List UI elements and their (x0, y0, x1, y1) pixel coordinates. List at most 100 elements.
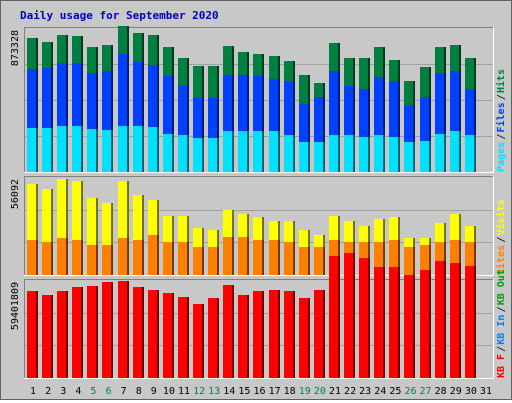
sites-bar (223, 237, 232, 275)
pages-bar (389, 137, 398, 172)
files-bar (344, 86, 353, 172)
kb-f-bar (27, 291, 36, 378)
pages-bar (329, 135, 338, 172)
files-bar (374, 77, 383, 172)
pages-bar (344, 135, 353, 172)
pages-bar (420, 141, 429, 172)
x-tick-label: 9 (151, 386, 157, 397)
files-bar (223, 75, 232, 172)
kb-f-bar (208, 298, 217, 378)
legend-kb-f: KB F (496, 354, 507, 378)
files-bar (435, 73, 444, 172)
sites-bar (208, 247, 217, 275)
sites-bar (57, 238, 66, 275)
x-tick-label: 31 (480, 386, 492, 397)
files-bar (389, 81, 398, 172)
kb-f-bar (178, 297, 187, 378)
kb-f-bar (102, 282, 111, 378)
legend-kb-out: KB Out (496, 269, 507, 305)
files-bar (87, 73, 96, 172)
kb-f-bar (118, 281, 127, 378)
x-tick-label: 28 (435, 386, 447, 397)
visits-scale-label: 56092 (10, 179, 21, 209)
sites-bar (72, 240, 81, 275)
files-bar (178, 86, 187, 172)
pages-bar (163, 134, 172, 172)
x-tick-label: 24 (374, 386, 386, 397)
kb-f-bar (435, 261, 444, 378)
files-bar (269, 79, 278, 172)
kb-f-bar (389, 267, 398, 378)
x-tick-label: 26 (404, 386, 416, 397)
files-bar (284, 81, 293, 172)
x-tick-label: 4 (75, 386, 81, 397)
pages-bar (87, 129, 96, 172)
kb-f-bar (42, 295, 51, 378)
legend-pages: Pages (496, 142, 507, 172)
kb-f-bar (314, 290, 323, 378)
x-tick-label: 2 (45, 386, 51, 397)
kb-f-bar (238, 295, 247, 378)
sites-bar (163, 242, 172, 275)
kb-f-bar (269, 290, 278, 378)
kb-f-bar (57, 291, 66, 378)
kb-f-bar (87, 286, 96, 378)
kb-f-bar (133, 287, 142, 378)
visits-bar (102, 203, 111, 275)
x-tick-label: 19 (299, 386, 311, 397)
files-bar (314, 97, 323, 172)
sites-bar (87, 245, 96, 275)
legend-hits: Hits (495, 69, 507, 93)
x-tick-label: 6 (106, 386, 112, 397)
kb-f-bar (223, 285, 232, 378)
sites-bar (450, 240, 459, 275)
x-tick-label: 23 (359, 386, 371, 397)
kb-f-bar (465, 266, 474, 378)
x-tick-label: 5 (90, 386, 96, 397)
visits-legend-sep: / (496, 236, 507, 242)
sites-bar (389, 240, 398, 275)
files-bar (450, 71, 459, 172)
sites-bar (42, 242, 51, 275)
pages-bar (284, 135, 293, 172)
files-bar (72, 63, 81, 172)
files-bar (465, 89, 474, 172)
kb-f-bar (163, 293, 172, 378)
x-tick-label: 27 (420, 386, 432, 397)
files-bar (57, 63, 66, 172)
pages-bar (178, 135, 187, 172)
sites-bar (420, 245, 429, 275)
files-bar (193, 98, 202, 172)
requests-legend-sep: / (496, 94, 507, 100)
sites-bar (27, 240, 36, 275)
sites-bar (148, 235, 157, 275)
files-bar (299, 104, 308, 172)
visits-bar (133, 195, 142, 275)
pages-bar (238, 131, 247, 172)
pages-bar (148, 127, 157, 172)
sites-bar (299, 247, 308, 275)
kb-f-bar (359, 258, 368, 378)
files-bar (118, 54, 127, 172)
files-bar (27, 69, 36, 172)
pages-bar (72, 126, 81, 172)
kb-f-bar (72, 287, 81, 378)
pages-bar (133, 126, 142, 172)
x-tick-label: 14 (223, 386, 235, 397)
legend-kb-in: KB In (496, 315, 507, 345)
kb-f-bar (193, 304, 202, 378)
x-tick-label: 17 (269, 386, 281, 397)
kb-f-bar (253, 291, 262, 378)
x-tick-label: 18 (284, 386, 296, 397)
legend-sites: Sites (495, 245, 507, 275)
x-tick-label: 25 (389, 386, 401, 397)
pages-bar (450, 131, 459, 172)
x-tick-label: 20 (314, 386, 326, 397)
sites-bar (465, 242, 474, 275)
visits-bar (118, 181, 127, 275)
files-bar (404, 105, 413, 172)
kb-f-bar (420, 270, 429, 378)
x-tick-label: 16 (253, 386, 265, 397)
requests-scale-label: 873328 (10, 30, 21, 66)
x-tick-label: 10 (163, 386, 175, 397)
